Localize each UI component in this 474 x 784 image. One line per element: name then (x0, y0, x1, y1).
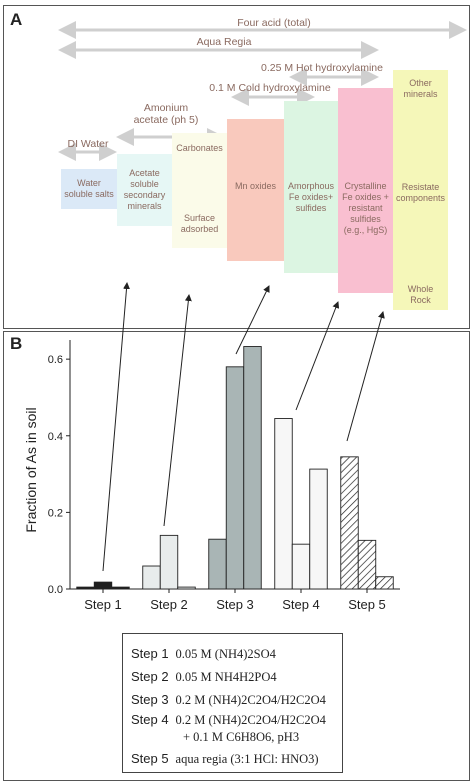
bar (340, 456, 359, 590)
mn-oxides-text: Mn oxides (234, 181, 277, 191)
legend-step-desc: aqua regia (3:1 HCl: HNO3) (175, 752, 319, 766)
whole-rock-text: Whole Rock (407, 284, 434, 305)
acetate-soluble-text: Acetate soluble secondary minerals (123, 168, 166, 211)
bar (309, 468, 328, 590)
bar (225, 366, 245, 590)
bar (274, 418, 293, 590)
bar (93, 581, 113, 590)
bar (243, 346, 262, 590)
x-tick-label: Step 3 (216, 597, 254, 612)
bar (76, 586, 95, 590)
legend-row-5: Step 5 aqua regia (3:1 HCl: HNO3) (131, 751, 319, 767)
aqua-regia-label: Aqua Regia (196, 36, 252, 48)
panel-a: A Four acid (total) Aqua Regia 0.25 M Ho… (3, 5, 470, 329)
legend-step-desc: + 0.1 M C6H8O6, pH3 (183, 730, 300, 744)
bar (159, 534, 179, 590)
x-tick-label: Step 5 (348, 597, 386, 612)
panel-a-letter: A (10, 10, 23, 29)
legend-step-desc: 0.2 M (NH4)2C2O4/H2C2O4 (175, 693, 326, 707)
bar (177, 586, 196, 590)
mn-oxides-box: Mn oxides (227, 119, 284, 261)
bar (357, 539, 377, 590)
cold-hydroxylamine-label: 0.1 M Cold hydroxylamine (209, 82, 331, 94)
legend-box: Step 1 0.05 M (NH4)2SO4 Step 2 0.05 M NH… (122, 633, 343, 773)
x-tick-label: Step 1 (84, 597, 122, 612)
legend-step-label: Step 2 (131, 669, 169, 684)
connector-arrow-2 (163, 294, 192, 527)
legend-step-desc: 0.05 M NH4H2PO4 (175, 670, 277, 684)
crystalline-box: Crystalline Fe oxides + resistant sulfid… (338, 88, 393, 293)
connector-arrow-1 (102, 282, 130, 572)
panel-b-letter: B (10, 334, 23, 353)
bar (291, 543, 311, 590)
bar (142, 565, 161, 590)
connector-arrow-5 (346, 311, 385, 442)
crystalline-text: Crystalline Fe oxides + resistant sulfid… (342, 181, 389, 235)
y-tick-label: 0.6 (48, 354, 63, 366)
bar (375, 576, 394, 590)
y-tick-label: 0.4 (48, 431, 63, 443)
acetate-soluble-box: Acetate soluble secondary minerals (117, 154, 172, 226)
bar (208, 538, 227, 590)
amorphous-text: Amorphous Fe oxides+ sulfides (287, 181, 335, 213)
legend-row-4b: + 0.1 M C6H8O6, pH3 (183, 730, 299, 745)
x-tick-label: Step 4 (282, 597, 320, 612)
water-soluble-box: Water soluble salts (61, 169, 117, 209)
legend-row-3: Step 3 0.2 M (NH4)2C2O4/H2C2O4 (131, 692, 326, 708)
resistate-text: Resistate components (395, 182, 446, 203)
legend-row-2: Step 2 0.05 M NH4H2PO4 (131, 669, 277, 685)
carbonates-text: Carbonates (176, 143, 223, 153)
y-tick-label: 0.0 (48, 584, 63, 596)
legend-step-label: Step 3 (131, 692, 169, 707)
connector-arrow-4 (295, 301, 340, 411)
legend-step-label: Step 5 (131, 751, 169, 766)
legend-row-4: Step 4 0.2 M (NH4)2C2O4/H2C2O4 (131, 712, 326, 728)
surface-adsorbed-text: Surface adsorbed (180, 213, 219, 234)
y-axis-label: Fraction of As in soil (23, 407, 39, 532)
di-water-label: DI Water (67, 138, 109, 150)
amorphous-box: Amorphous Fe oxides+ sulfides (284, 101, 338, 273)
y-tick-label: 0.2 (48, 507, 63, 519)
legend-step-desc: 0.2 M (NH4)2C2O4/H2C2O4 (175, 713, 326, 727)
bar (111, 586, 130, 590)
amonium-acetate-label: Amonium acetate (ph 5) (133, 102, 199, 126)
legend-row-1: Step 1 0.05 M (NH4)2SO4 (131, 646, 276, 662)
range-arrows (58, 21, 467, 161)
connector-arrows (102, 282, 385, 572)
hot-hydroxylamine-label: 0.25 M Hot hydroxylamine (261, 62, 383, 74)
carbonates-box: Carbonates Surface adsorbed (172, 133, 227, 248)
legend-step-desc: 0.05 M (NH4)2SO4 (175, 647, 276, 661)
legend-step-label: Step 1 (131, 646, 169, 661)
four-acid-label: Four acid (total) (237, 17, 311, 29)
resistate-box: Other minerals Resistate components Whol… (393, 70, 448, 310)
legend-step-label: Step 4 (131, 712, 169, 727)
water-soluble-text: Water soluble salts (64, 178, 114, 199)
other-minerals-text: Other minerals (403, 78, 438, 99)
x-tick-label: Step 2 (150, 597, 188, 612)
connector-arrow-3 (235, 285, 270, 355)
